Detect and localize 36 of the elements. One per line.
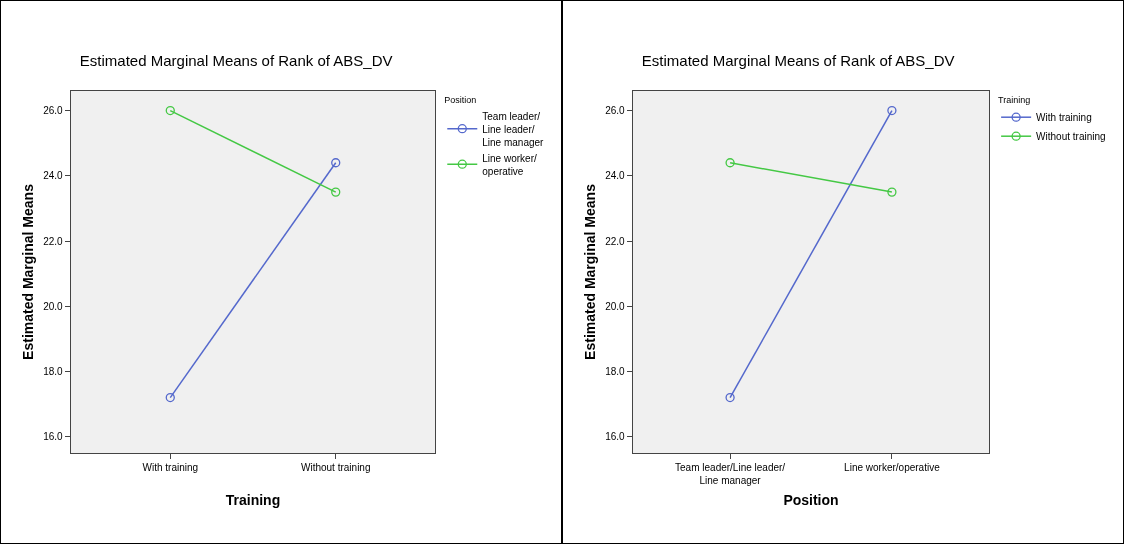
y-tick-label: 18.0 <box>605 365 626 377</box>
legend-title: Training <box>998 94 1031 105</box>
y-tick-label: 16.0 <box>605 431 626 443</box>
y-tick-label: 20.0 <box>43 300 64 312</box>
legend-title: Position <box>444 94 477 105</box>
y-axis-title: Estimated Marginal Means <box>581 183 598 360</box>
chart-title: Estimated Marginal Means of Rank of ABS_DV <box>641 51 955 69</box>
y-tick-label: 20.0 <box>605 300 626 312</box>
point <box>725 158 735 168</box>
x-axis-title: Training <box>225 492 281 509</box>
x-tick-label: Line worker/operative <box>844 462 941 474</box>
y-tick-label: 16.0 <box>43 431 64 443</box>
y-tick-label: 26.0 <box>605 105 626 117</box>
y-tick-label: 18.0 <box>43 365 64 377</box>
y-tick-label: 26.0 <box>43 105 64 117</box>
y-axis-title: Estimated Marginal Means <box>19 183 36 360</box>
legend-label: With training <box>1036 112 1092 124</box>
point <box>331 187 341 197</box>
legend-label: Without training <box>1036 131 1106 143</box>
point <box>165 392 175 403</box>
point <box>887 187 897 197</box>
x-axis-title: Position <box>783 492 839 509</box>
point <box>725 392 735 403</box>
x-tick-label: With training <box>142 462 199 474</box>
point <box>165 105 175 116</box>
chart-title: Estimated Marginal Means of Rank of ABS_DV <box>79 51 393 69</box>
y-tick-label: 24.0 <box>605 170 626 182</box>
legend-label: Line worker/operative <box>482 152 537 177</box>
y-tick-label: 22.0 <box>605 235 626 247</box>
y-tick-label: 22.0 <box>43 235 64 247</box>
point <box>331 158 341 168</box>
y-tick-label: 24.0 <box>43 170 64 182</box>
legend-label: Team leader/Line leader/Line manager <box>482 110 545 148</box>
x-tick-label: Team leader/Line leader/Line manager <box>675 462 786 487</box>
point <box>887 105 897 116</box>
x-tick-label: Without training <box>300 462 371 474</box>
